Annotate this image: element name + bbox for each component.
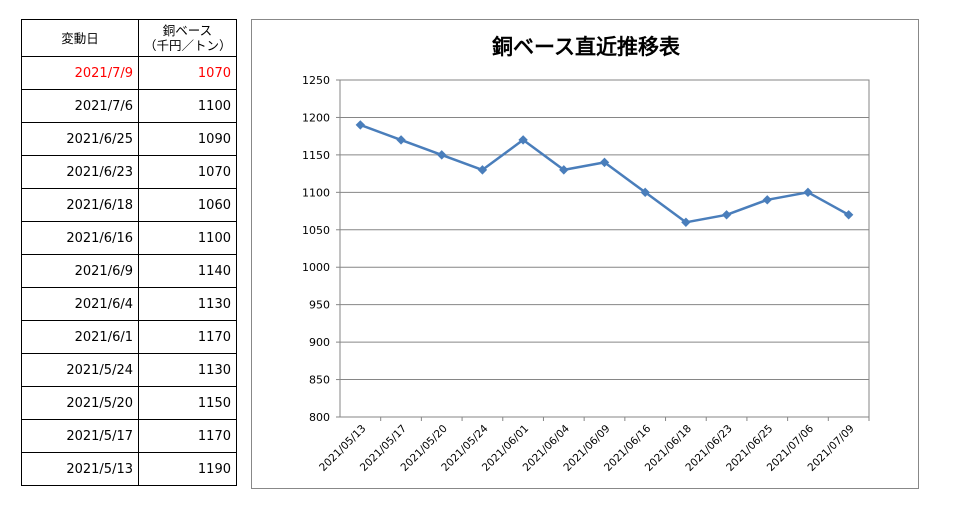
table-row: 2021/7/9 1070 <box>21 56 237 90</box>
date-column-header: 変動日 <box>21 19 139 57</box>
table-row: 2021/5/24 1130 <box>21 353 237 387</box>
table-row: 2021/6/1 1170 <box>21 320 237 354</box>
data-point <box>640 187 650 198</box>
data-point <box>355 120 366 130</box>
data-point <box>518 135 528 145</box>
data-point <box>396 135 406 145</box>
data-point <box>437 150 447 160</box>
data-point <box>843 210 854 220</box>
price-cell: 1170 <box>138 320 237 354</box>
y-tick-label: 950 <box>309 299 330 312</box>
date-cell: 2021/6/1 <box>21 320 139 354</box>
date-cell: 2021/5/13 <box>21 452 139 486</box>
date-cell: 2021/6/9 <box>21 254 139 288</box>
table-row: 2021/6/4 1130 <box>21 287 237 321</box>
y-tick-label: 1050 <box>302 224 330 237</box>
y-tick-label: 1000 <box>302 261 330 274</box>
y-tick-label: 1100 <box>302 186 330 199</box>
date-cell: 2021/5/17 <box>21 419 139 453</box>
date-cell: 2021/6/25 <box>21 122 139 156</box>
price-header-line1: 銅ベース <box>162 23 213 38</box>
chart-title: 銅ベース直近推移表 <box>492 35 681 59</box>
y-tick-label: 850 <box>309 374 330 387</box>
date-cell: 2021/6/23 <box>21 155 139 189</box>
table-row: 2021/5/17 1170 <box>21 419 237 453</box>
table-row: 2021/6/23 1070 <box>21 155 237 189</box>
date-cell: 2021/6/4 <box>21 287 139 321</box>
price-cell: 1130 <box>138 287 237 321</box>
table-row: 2021/5/20 1150 <box>21 386 237 420</box>
price-cell: 1060 <box>138 188 237 222</box>
price-cell: 1190 <box>138 452 237 486</box>
date-cell: 2021/7/9 <box>21 56 139 90</box>
data-point <box>762 195 772 205</box>
price-cell: 1070 <box>138 56 237 90</box>
table-row: 2021/6/9 1140 <box>21 254 237 288</box>
data-point <box>599 157 610 168</box>
price-cell: 1140 <box>138 254 237 288</box>
table-row: 2021/6/18 1060 <box>21 188 237 222</box>
data-point <box>803 187 813 198</box>
price-cell: 1150 <box>138 386 237 420</box>
y-tick-label: 900 <box>309 336 330 349</box>
date-cell: 2021/6/16 <box>21 221 139 255</box>
date-cell: 2021/6/18 <box>21 188 139 222</box>
price-column-header: 銅ベース （千円／トン） <box>138 19 237 57</box>
price-cell: 1100 <box>138 89 237 123</box>
data-point <box>477 165 488 175</box>
series-line <box>359 123 850 224</box>
y-tick-label: 800 <box>309 411 330 424</box>
data-point <box>721 210 732 220</box>
line-chart: 銅ベース直近推移表 800 850 900 950 1000 1050 1100 1150 12… <box>302 35 870 474</box>
plot-area-border <box>339 79 870 418</box>
chart-area: 銅ベース直近推移表 800 850 900 950 1000 1050 1100 1150 12… <box>251 19 919 489</box>
date-cell: 2021/7/6 <box>21 89 139 123</box>
price-history-table: 変動日 銅ベース （千円／トン） 2021/7/9 1070 2021/7/6 110… <box>21 19 237 486</box>
y-tick-label: 1250 <box>302 74 330 87</box>
price-header-line2: （千円／トン） <box>144 38 232 53</box>
price-cell: 1070 <box>138 155 237 189</box>
table-row: 2021/6/16 1100 <box>21 221 237 255</box>
table-row: 2021/7/6 1100 <box>21 89 237 123</box>
date-cell: 2021/5/20 <box>21 386 139 420</box>
data-point <box>559 165 569 175</box>
y-tick-label: 1200 <box>302 111 330 124</box>
table-row: 2021/6/25 1090 <box>21 122 237 156</box>
price-cell: 1170 <box>138 419 237 453</box>
price-cell: 1090 <box>138 122 237 156</box>
table-header-row: 変動日 銅ベース （千円／トン） <box>21 19 237 57</box>
data-point <box>681 217 691 227</box>
price-cell: 1100 <box>138 221 237 255</box>
table-row: 2021/5/13 1190 <box>21 452 237 486</box>
y-tick-label: 1150 <box>302 149 330 162</box>
price-cell: 1130 <box>138 353 237 387</box>
date-cell: 2021/5/24 <box>21 353 139 387</box>
